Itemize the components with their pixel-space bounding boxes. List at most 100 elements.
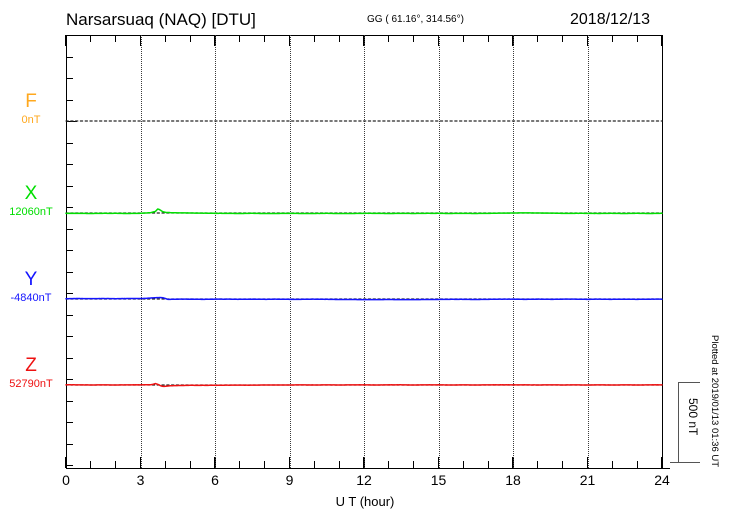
x-axis-bottom-tick [611, 461, 613, 468]
x-axis-top-tick [214, 35, 216, 46]
x-axis-bottom-tick [388, 461, 390, 468]
geographic-coordinates: GG ( 61.16°, 314.56°) [367, 14, 464, 25]
grid-line-vertical [438, 35, 440, 468]
x-axis-bottom-tick [661, 457, 663, 468]
x-axis-top-tick [189, 35, 191, 42]
component-baseline-f: 0nT [21, 114, 41, 126]
x-axis-bottom-tick [512, 457, 514, 468]
x-axis-bottom-tick [189, 461, 191, 468]
x-axis-bottom-tick [487, 461, 489, 468]
x-axis-bottom-tick [264, 461, 266, 468]
x-axis-top-tick [338, 35, 340, 42]
x-axis-top-tick [512, 35, 514, 46]
x-axis-bottom-tick [636, 461, 638, 468]
x-axis-bottom-tick [115, 461, 117, 468]
x-axis-bottom-tick [562, 461, 564, 468]
y-axis-minor-tick [66, 186, 73, 188]
x-tick-label: 18 [505, 472, 521, 488]
y-axis-minor-tick [66, 35, 73, 37]
scale-bar-label: 500 nT [686, 398, 700, 436]
x-axis-bottom-tick [537, 461, 539, 468]
x-axis-top-tick [313, 35, 315, 42]
x-tick-label: 6 [211, 472, 219, 488]
component-baseline-y: -4840nT [10, 292, 52, 304]
x-axis-bottom-tick [214, 457, 216, 468]
x-axis-top-tick [164, 35, 166, 42]
x-axis-bottom-tick [288, 457, 291, 468]
x-axis-top-tick [363, 35, 365, 46]
x-tick-label: 15 [430, 472, 447, 488]
y-axis-minor-tick [66, 207, 73, 209]
y-axis-minor-tick [66, 57, 73, 59]
x-axis-top-tick [288, 35, 291, 46]
x-tick-label: 0 [62, 472, 70, 488]
component-letter-f: F [25, 91, 37, 112]
grid-line-vertical [513, 35, 514, 468]
x-axis-top-tick [264, 35, 266, 42]
grid-line-vertical [364, 35, 365, 468]
x-axis-bottom-tick [164, 461, 166, 468]
x-tick-label: 12 [356, 472, 372, 488]
x-axis-bottom-tick [239, 461, 241, 468]
x-axis-title: U T (hour) [335, 494, 395, 509]
x-axis-top-tick [139, 35, 142, 46]
x-axis-bottom-tick [313, 461, 315, 468]
component-baseline-z: 52790nT [9, 378, 53, 390]
component-label-f: F 0nT [0, 92, 62, 127]
x-axis-top-tick [636, 35, 638, 42]
scale-bar-bottom-cap [670, 462, 700, 463]
y-axis-right-line [662, 35, 663, 468]
y-axis-minor-tick [66, 143, 73, 145]
x-axis-bottom-tick [363, 457, 365, 468]
component-label-z: Z 52790nT [0, 356, 62, 391]
x-axis-bottom-tick [437, 457, 440, 468]
x-axis-top-tick [388, 35, 390, 42]
y-axis-minor-tick [66, 78, 73, 80]
x-tick-label: 9 [285, 472, 294, 488]
grid-line-vertical [587, 35, 589, 468]
component-letter-z: Z [25, 355, 37, 376]
y-axis-minor-tick [66, 336, 73, 338]
x-axis-top-tick [437, 35, 440, 46]
x-axis-top-tick [586, 35, 589, 46]
x-axis-top-tick [537, 35, 539, 42]
x-axis-top-tick [65, 35, 67, 46]
station-title: Narsarsuaq (NAQ) [DTU] [66, 10, 256, 29]
y-axis-minor-tick [66, 272, 73, 274]
y-axis-minor-tick [66, 293, 73, 295]
y-axis-minor-tick [66, 229, 73, 231]
y-axis-minor-tick [66, 465, 73, 467]
x-axis-bottom-tick [586, 457, 589, 468]
component-letter-y: Y [24, 269, 38, 290]
y-axis-minor-tick [66, 422, 73, 424]
x-axis-line [66, 468, 670, 469]
grid-line-vertical [289, 35, 291, 468]
x-tick-label: 24 [654, 472, 670, 488]
component-baseline-x: 12060nT [9, 206, 53, 218]
component-label-x: X 12060nT [0, 184, 62, 219]
scale-bar [678, 382, 679, 462]
x-axis-top-tick [661, 35, 663, 46]
scale-bar-top-cap [678, 382, 700, 383]
x-axis-top-tick [90, 35, 92, 42]
y-axis-major-tick [66, 121, 77, 123]
y-axis-minor-tick [66, 315, 73, 317]
x-axis-bottom-tick [90, 461, 92, 468]
x-axis-bottom-tick [139, 457, 142, 468]
x-axis-bottom-tick [462, 461, 464, 468]
grid-line-vertical [140, 35, 142, 468]
x-axis-top-tick [115, 35, 117, 42]
x-tick-label: 21 [579, 472, 596, 488]
x-axis-bottom-tick [338, 461, 340, 468]
y-axis-minor-tick [66, 100, 73, 102]
plotted-timestamp: Plotted at 2019/01/13 01:36 UT [709, 335, 720, 468]
y-axis-minor-tick [66, 401, 73, 403]
x-tick-label: 3 [136, 472, 145, 488]
x-axis-bottom-tick [65, 457, 67, 468]
y-axis-minor-tick [66, 164, 73, 166]
x-axis-top-tick [562, 35, 564, 42]
grid-line-vertical [215, 35, 216, 468]
y-axis-minor-tick [66, 250, 73, 252]
x-axis-bottom-tick [413, 461, 415, 468]
